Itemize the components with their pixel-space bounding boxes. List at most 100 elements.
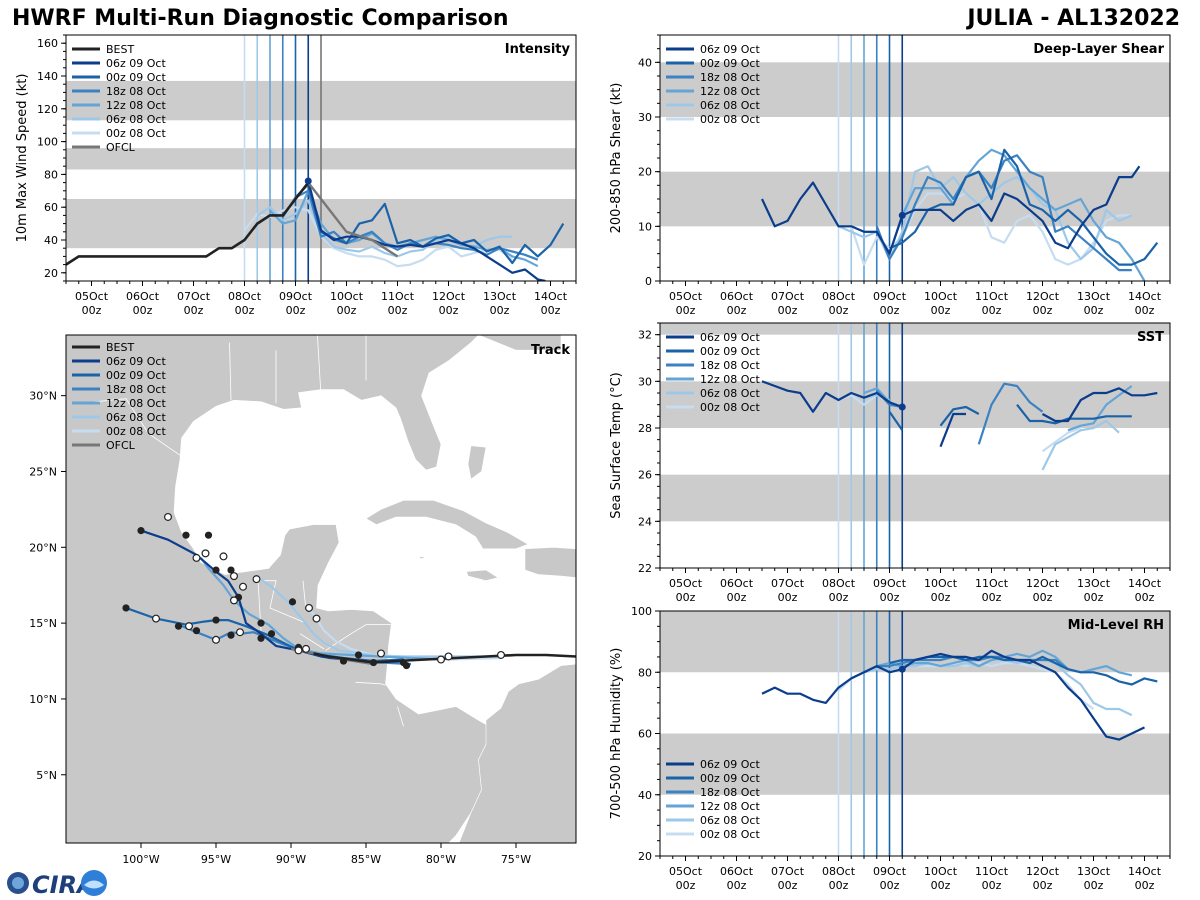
track-frame <box>65 334 577 844</box>
rh-legend-label: 00z 08 Oct <box>700 828 760 841</box>
track-marker-filled <box>339 657 348 665</box>
intensity-xtick-sublabel: 00z <box>490 304 510 317</box>
sst-legend-label: 00z 08 Oct <box>700 401 760 414</box>
border-line <box>355 681 386 686</box>
shear-xtick-label: 06Oct <box>720 290 754 303</box>
track-marker-open <box>152 614 161 623</box>
shear-legend-label: 18z 08 Oct <box>700 71 760 84</box>
rh-ylabel: 700-500 hPa Humidity (%) <box>609 648 624 820</box>
track-marker-open <box>302 644 311 653</box>
sst-xtick-sublabel: 00z <box>982 591 1002 604</box>
sst-band <box>660 381 1170 428</box>
intensity-ytick-label: 160 <box>37 37 58 50</box>
rh-band <box>660 733 1170 795</box>
track-xtick-label: 95°W <box>201 853 231 866</box>
sst-panel: 22242628303205Oct00z06Oct00z07Oct00z08Oc… <box>609 322 1171 604</box>
track-panel: 100°W 95°W 90°W 85°W 80°W 75°W 5°N 10°N 15°N 20°N… <box>29 334 632 866</box>
shear-legend-label: 06z 09 Oct <box>700 43 760 56</box>
rh-xtick-sublabel: 00z <box>727 879 747 892</box>
shear-xtick-sublabel: 00z <box>1033 304 1053 317</box>
track-marker-open <box>192 553 201 562</box>
track-marker-open <box>294 646 303 655</box>
shear-xtick-sublabel: 00z <box>1135 304 1155 317</box>
logo-globe-inner-icon <box>12 877 24 889</box>
sst-legend-label: 00z 09 Oct <box>700 345 760 358</box>
land-central-america <box>66 335 562 843</box>
shear-xtick-label: 12Oct <box>1026 290 1060 303</box>
intensity-current-point <box>304 177 312 185</box>
rh-xtick-sublabel: 00z <box>676 879 696 892</box>
track-marker-filled <box>137 527 145 535</box>
track-marker-filled <box>212 616 220 624</box>
intensity-ofcl-series-line <box>307 181 399 258</box>
shear-ylabel: 200-850 hPa Shear (kt) <box>609 83 624 234</box>
sst-band <box>660 323 1170 335</box>
track-marker-filled <box>354 651 363 659</box>
track-marker-filled <box>192 627 201 635</box>
intensity-xtick-sublabel: 00z <box>82 304 102 317</box>
shear-xtick-sublabel: 00z <box>931 304 951 317</box>
intensity-title: Intensity <box>505 42 571 57</box>
intensity-xtick-label: 12Oct <box>432 290 466 303</box>
sst-legend-label: 18z 08 Oct <box>700 359 760 372</box>
track-marker-open <box>625 665 632 672</box>
shear-legend-label: 12z 08 Oct <box>700 85 760 98</box>
shear-xtick-sublabel: 00z <box>880 304 900 317</box>
track-marker-filled <box>267 630 276 638</box>
rh-ytick-label: 20 <box>638 850 652 863</box>
rh-legend-label: 12z 08 Oct <box>700 800 760 813</box>
sst-series-line <box>863 385 1133 432</box>
intensity-ytick-label: 100 <box>37 136 58 149</box>
shear-ytick-label: 30 <box>638 111 652 124</box>
sst-xtick-sublabel: 00z <box>727 591 747 604</box>
shear-ytick-label: 0 <box>645 275 652 288</box>
track-marker-open <box>164 512 173 521</box>
track-xtick-label: 90°W <box>276 853 306 866</box>
rh-series-line <box>889 655 1158 686</box>
shear-current-point <box>898 211 906 219</box>
intensity-xtick-sublabel: 00z <box>541 304 561 317</box>
rh-ytick-label: 40 <box>638 789 652 802</box>
logo-seal-wave-icon <box>84 880 104 889</box>
shear-series-line <box>864 148 1146 281</box>
land-cuba <box>365 500 529 550</box>
border-line <box>299 633 325 650</box>
track-ytick-label: 10°N <box>29 693 57 706</box>
track-xtick-label: 85°W <box>351 853 381 866</box>
sst-xtick-sublabel: 00z <box>1084 591 1104 604</box>
sst-band <box>660 474 1170 522</box>
land-bahamas <box>467 445 487 480</box>
sst-xtick-sublabel: 00z <box>1033 591 1053 604</box>
track-marker-open <box>212 635 221 644</box>
track-marker-filled <box>122 604 130 612</box>
sst-xtick-sublabel: 00z <box>676 591 696 604</box>
intensity-xtick-label: 09Oct <box>279 290 313 303</box>
shear-ytick-label: 40 <box>638 56 652 69</box>
track-marker-open <box>201 549 210 558</box>
track-xtick-label: 80°W <box>426 853 456 866</box>
track-marker-open <box>219 552 228 561</box>
sst-xtick-label: 11Oct <box>975 577 1009 590</box>
border-line <box>257 580 307 631</box>
track-legend-label: 18z 08 Oct <box>106 383 166 396</box>
sst-ytick-label: 26 <box>638 469 652 482</box>
sst-xtick-label: 09Oct <box>873 577 907 590</box>
shear-xtick-label: 09Oct <box>873 290 907 303</box>
shear-plot-area <box>660 35 1170 281</box>
intensity-ylabel: 10m Max Wind Speed (kt) <box>15 74 30 243</box>
intensity-ytick-label: 140 <box>37 70 58 83</box>
intensity-xtick-label: 14Oct <box>534 290 568 303</box>
sst-xtick-sublabel: 00z <box>829 591 849 604</box>
rh-xtick-label: 12Oct <box>1026 865 1060 878</box>
intensity-legend-label: 06z 08 Oct <box>106 113 166 126</box>
intensity-ytick-label: 80 <box>44 168 58 181</box>
sst-xtick-label: 06Oct <box>720 577 754 590</box>
intensity-legend-label: 00z 09 Oct <box>106 71 166 84</box>
intensity-legend-label: 18z 08 Oct <box>106 85 166 98</box>
track-ytick-label: 5°N <box>36 769 57 782</box>
track-marker-filled <box>227 631 235 639</box>
rh-panel: 2040608010005Oct00z06Oct00z07Oct00z08Oct… <box>609 605 1171 892</box>
intensity-ytick-label: 120 <box>37 103 58 116</box>
shear-series-line <box>875 154 1132 272</box>
rh-xtick-sublabel: 00z <box>982 879 1002 892</box>
